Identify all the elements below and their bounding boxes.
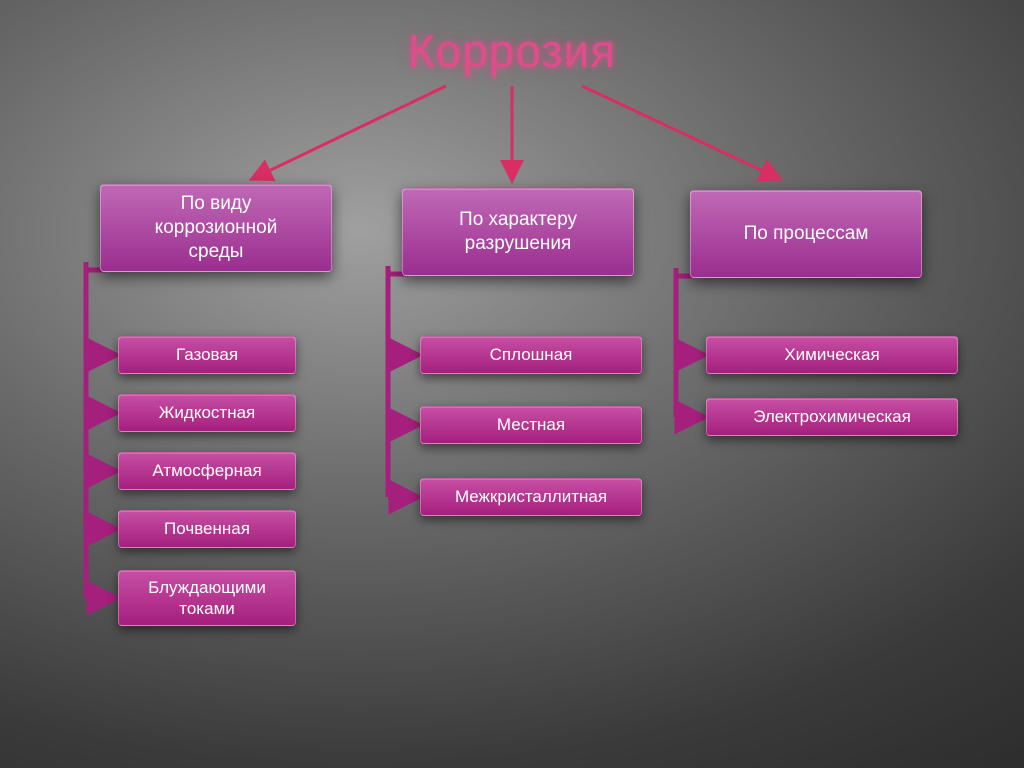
category-label: По процессам	[744, 222, 869, 246]
category-character: По характеру разрушения	[402, 188, 634, 276]
connector-layer	[0, 0, 1024, 768]
diagram-title: Коррозия	[408, 24, 616, 78]
item-character-1: Местная	[420, 406, 642, 444]
item-character-2: Межкристаллитная	[420, 478, 642, 516]
item-label: Газовая	[176, 344, 238, 365]
item-character-0: Сплошная	[420, 336, 642, 374]
item-medium-0: Газовая	[118, 336, 296, 374]
item-label: Электрохимическая	[753, 406, 911, 427]
item-process-1: Электрохимическая	[706, 398, 958, 436]
item-label: Почвенная	[164, 518, 250, 539]
item-label: Сплошная	[490, 344, 573, 365]
item-process-0: Химическая	[706, 336, 958, 374]
item-medium-2: Атмосферная	[118, 452, 296, 490]
item-medium-3: Почвенная	[118, 510, 296, 548]
category-label: По виду коррозионной среды	[155, 192, 278, 263]
item-label: Межкристаллитная	[455, 486, 607, 507]
category-medium: По виду коррозионной среды	[100, 184, 332, 272]
item-medium-1: Жидкостная	[118, 394, 296, 432]
item-label: Жидкостная	[159, 402, 256, 423]
item-label: Блуждающими токами	[148, 577, 266, 620]
category-label: По характеру разрушения	[459, 208, 577, 256]
item-label: Атмосферная	[152, 460, 261, 481]
category-process: По процессам	[690, 190, 922, 278]
item-medium-4: Блуждающими токами	[118, 570, 296, 626]
item-label: Местная	[497, 414, 565, 435]
item-label: Химическая	[784, 344, 879, 365]
